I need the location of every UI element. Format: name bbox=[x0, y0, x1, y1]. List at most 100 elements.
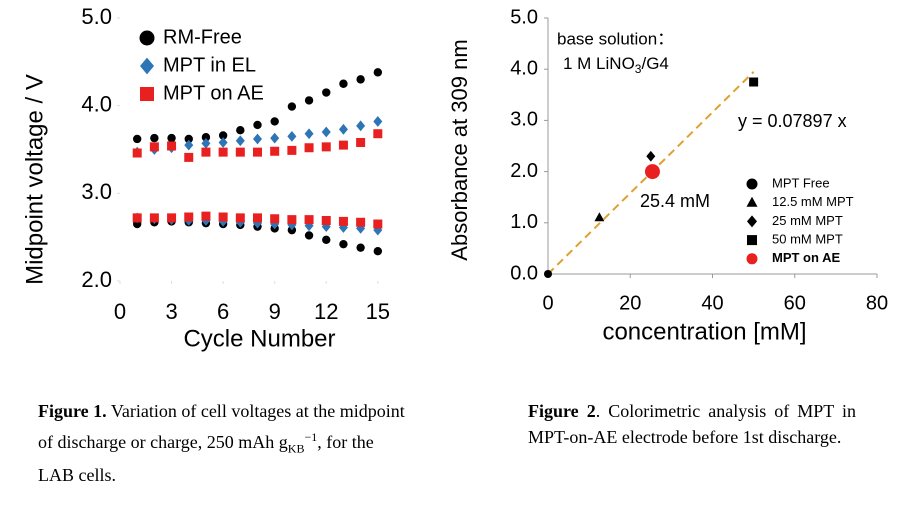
point bbox=[201, 147, 211, 157]
point bbox=[184, 134, 193, 144]
legend-marker bbox=[140, 87, 154, 101]
y-tick-label: 4.0 bbox=[510, 57, 538, 79]
x-tick-label: 20 bbox=[619, 292, 641, 314]
point bbox=[253, 147, 262, 157]
point bbox=[167, 141, 177, 151]
y-axis-label: Midpoint voltage / V bbox=[21, 74, 48, 285]
x-tick-label: 9 bbox=[269, 299, 281, 324]
point bbox=[149, 213, 159, 223]
point bbox=[646, 150, 656, 162]
point bbox=[544, 270, 552, 278]
legend-label: MPT on AE bbox=[163, 82, 264, 104]
point bbox=[321, 216, 331, 226]
point bbox=[150, 133, 159, 143]
point bbox=[321, 126, 331, 138]
y-tick-label: 3.0 bbox=[510, 109, 538, 131]
point bbox=[253, 213, 262, 223]
y-tick-label: 4.0 bbox=[81, 91, 112, 116]
x-tick-label: 0 bbox=[542, 292, 553, 314]
legend-marker bbox=[747, 215, 757, 228]
y-tick-label: 0.0 bbox=[510, 262, 538, 284]
point bbox=[218, 131, 228, 140]
point bbox=[236, 126, 245, 135]
point bbox=[218, 137, 228, 148]
legend-marker bbox=[746, 253, 758, 265]
y-tick-label: 2.0 bbox=[510, 160, 538, 182]
point bbox=[304, 143, 314, 153]
point bbox=[149, 142, 159, 152]
point bbox=[322, 235, 331, 244]
point bbox=[322, 88, 331, 97]
point bbox=[356, 243, 365, 252]
point bbox=[749, 77, 759, 87]
point bbox=[287, 215, 297, 225]
legend-marker bbox=[139, 30, 155, 46]
caption-label: Figure 1. bbox=[38, 401, 107, 421]
point bbox=[253, 133, 262, 145]
point bbox=[373, 68, 383, 77]
point bbox=[270, 214, 280, 224]
x-tick-label: 60 bbox=[784, 292, 806, 314]
legend-marker bbox=[140, 57, 154, 75]
point bbox=[167, 213, 177, 223]
legend-label: MPT in EL bbox=[163, 54, 256, 76]
point bbox=[304, 128, 314, 140]
point bbox=[253, 120, 262, 130]
point bbox=[270, 146, 280, 156]
point bbox=[356, 137, 366, 147]
point bbox=[235, 147, 245, 157]
point bbox=[594, 212, 605, 222]
y-tick-label: 2.0 bbox=[81, 267, 112, 292]
point bbox=[373, 246, 383, 256]
legend-label: 12.5 mM MPT bbox=[772, 194, 854, 209]
legend-label: MPT on AE bbox=[772, 250, 840, 265]
caption-text: , for the LAB cells. bbox=[38, 432, 374, 485]
y-tick-label: 3.0 bbox=[81, 179, 112, 204]
point bbox=[184, 212, 194, 222]
point bbox=[338, 216, 348, 226]
annotation-part: 1 M LiNO bbox=[563, 54, 635, 73]
point bbox=[338, 140, 348, 150]
point bbox=[339, 239, 348, 249]
point bbox=[321, 142, 331, 152]
point bbox=[373, 116, 383, 127]
annotation: 1 M LiNO3/G4 bbox=[563, 54, 669, 76]
point bbox=[287, 102, 297, 111]
point bbox=[356, 217, 366, 227]
point bbox=[218, 147, 228, 157]
legend-marker bbox=[746, 178, 758, 190]
legend-label: MPT Free bbox=[772, 175, 830, 190]
point bbox=[304, 220, 314, 232]
point bbox=[373, 219, 383, 229]
point bbox=[287, 145, 297, 155]
caption-text: . Colorimetric analysis of MPT in MPT-on… bbox=[528, 401, 856, 447]
point bbox=[304, 96, 314, 105]
annotation: base solution： bbox=[557, 29, 674, 48]
point bbox=[132, 213, 142, 223]
point bbox=[644, 164, 660, 180]
caption-2: Figure 2. Colorimetric analysis of MPT i… bbox=[528, 398, 856, 450]
point bbox=[270, 117, 279, 126]
x-tick-label: 0 bbox=[114, 299, 126, 324]
y-tick-label: 5.0 bbox=[81, 4, 112, 29]
point-label: 25.4 mM bbox=[640, 191, 710, 211]
annotation-part: 3 bbox=[635, 62, 642, 76]
x-axis-label: Cycle Number bbox=[183, 325, 335, 352]
point bbox=[356, 75, 365, 84]
point bbox=[373, 224, 383, 236]
point bbox=[132, 148, 142, 158]
point bbox=[356, 120, 366, 132]
legend-label: 50 mM MPT bbox=[772, 232, 843, 247]
caption-text: Variation of cell voltages at the midpoi… bbox=[38, 401, 405, 452]
caption-sup: −1 bbox=[304, 430, 318, 444]
annotation-part: /G4 bbox=[641, 54, 668, 73]
point bbox=[235, 213, 245, 223]
point bbox=[218, 212, 228, 222]
fit-label: y = 0.07897 x bbox=[738, 111, 847, 131]
x-axis-label: concentration [mM] bbox=[602, 318, 806, 345]
point bbox=[338, 123, 348, 135]
x-tick-label: 3 bbox=[165, 299, 177, 324]
caption-sub: KB bbox=[287, 441, 305, 456]
legend-marker bbox=[746, 196, 758, 207]
